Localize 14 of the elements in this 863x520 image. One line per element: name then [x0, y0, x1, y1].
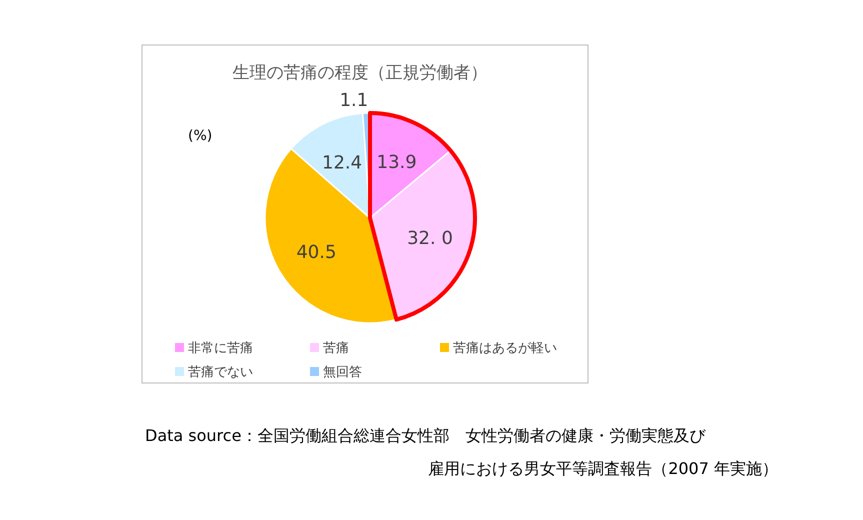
legend-label: 苦痛はあるが軽い [453, 341, 557, 356]
legend-label: 非常に苦痛 [188, 341, 253, 356]
legend-label: 無回答 [323, 365, 362, 380]
source-note: Data source：全国労働組合総連合女性部 女性労働者の健康・労働実態及び [145, 426, 706, 445]
text: (%) [188, 128, 212, 144]
data-label: 1.1 [340, 90, 368, 112]
chart-title: 生理の苦痛の程度（正規労働者） [232, 63, 488, 83]
data-label: 32. 0 [407, 228, 453, 250]
legend-label: 苦痛でない [188, 365, 253, 380]
data-label: 40.5 [296, 242, 336, 264]
legend-label: 苦痛 [323, 341, 349, 356]
data-label: 12.4 [322, 152, 362, 174]
text: 雇用における男女平等調査報告（2007 年実施） [428, 459, 778, 478]
data-label: 13.9 [376, 152, 417, 173]
